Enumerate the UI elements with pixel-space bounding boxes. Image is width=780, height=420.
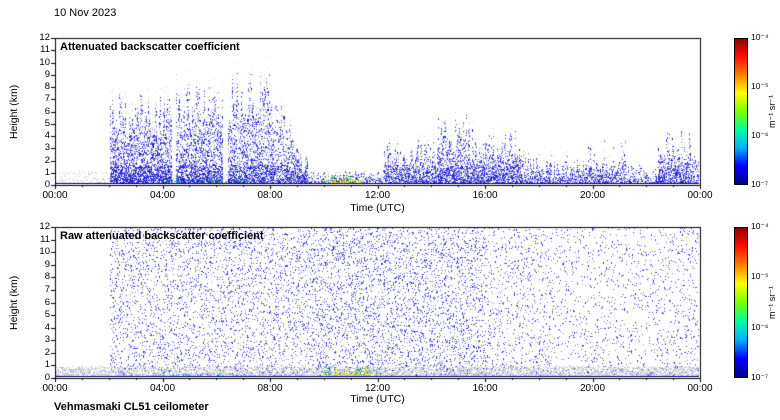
top-colorbar-unit-label: m⁻¹ sr⁻¹ xyxy=(767,95,777,128)
colorbar-tick-label: 10⁻⁷ xyxy=(751,372,769,382)
y-tick-label: 4 xyxy=(44,130,50,141)
top-colorbar xyxy=(734,38,748,185)
top-panel-title: Attenuated backscatter coefficient xyxy=(60,41,240,53)
y-tick-label: 5 xyxy=(44,117,50,129)
x-tick-label: 04:00 xyxy=(149,190,176,201)
y-tick-label: 3 xyxy=(44,142,50,154)
station-label: Vehmasmaki CL51 ceilometer xyxy=(54,401,209,413)
y-tick-label: 7 xyxy=(44,93,50,105)
top-y-axis-label: Height (km) xyxy=(8,84,20,139)
y-tick-label: 0 xyxy=(44,179,50,190)
bottom-y-axis-label: Height (km) xyxy=(8,275,20,330)
y-tick-label: 7 xyxy=(44,283,50,295)
x-tick-label: 12:00 xyxy=(364,190,391,201)
x-tick-label: 12:00 xyxy=(364,383,391,394)
x-tick-label: 04:00 xyxy=(149,383,176,394)
y-tick-label: 11 xyxy=(40,44,50,56)
x-tick-label: 20:00 xyxy=(579,190,606,201)
y-tick-label: 10 xyxy=(39,56,50,68)
top-x-axis-label: Time (UTC) xyxy=(350,202,405,214)
colorbar-tick-label: 10⁻⁵ xyxy=(751,271,769,282)
y-tick-label: 11 xyxy=(40,233,50,245)
date-label: 10 Nov 2023 xyxy=(54,7,117,19)
colorbar-tick-label: 10⁻⁶ xyxy=(751,321,769,332)
y-tick-label: 2 xyxy=(44,346,50,358)
x-tick-label: 08:00 xyxy=(257,190,283,201)
x-tick-label: 16:00 xyxy=(472,190,498,201)
x-tick-label: 00:00 xyxy=(687,383,713,394)
colorbar-tick-label: 10⁻⁷ xyxy=(751,179,769,189)
x-tick-label: 00:00 xyxy=(42,383,68,394)
y-tick-label: 9 xyxy=(44,68,50,80)
y-tick-label: 1 xyxy=(44,359,50,371)
y-tick-label: 10 xyxy=(39,246,50,258)
y-tick-label: 9 xyxy=(44,258,50,270)
y-tick-label: 3 xyxy=(44,334,50,346)
colorbar-tick-label: 10⁻⁴ xyxy=(751,32,769,42)
colorbar-tick-label: 10⁻⁵ xyxy=(751,81,769,91)
y-tick-label: 6 xyxy=(44,296,50,308)
x-tick-label: 00:00 xyxy=(42,190,68,201)
x-tick-label: 08:00 xyxy=(257,383,283,394)
colorbar-tick-label: 10⁻⁶ xyxy=(751,130,769,140)
y-tick-label: 5 xyxy=(44,309,50,321)
bottom-colorbar-unit-label: m⁻¹ sr⁻¹ xyxy=(767,286,777,319)
y-tick-label: 0 xyxy=(44,372,50,383)
x-tick-label: 16:00 xyxy=(472,383,498,394)
y-tick-label: 12 xyxy=(39,32,50,43)
bottom-colorbar xyxy=(734,227,748,378)
bottom-panel-title: Raw attenuated backscatter coefficient xyxy=(60,230,264,242)
colorbar-tick-label: 10⁻⁴ xyxy=(751,221,769,231)
y-tick-label: 6 xyxy=(44,105,50,117)
y-tick-label: 12 xyxy=(39,221,50,232)
x-tick-label: 20:00 xyxy=(579,383,606,394)
x-tick-label: 00:00 xyxy=(687,190,713,201)
y-tick-label: 2 xyxy=(44,154,50,166)
y-tick-label: 1 xyxy=(44,166,50,178)
bottom-x-axis-label: Time (UTC) xyxy=(350,393,405,405)
y-tick-label: 8 xyxy=(44,271,50,283)
y-tick-label: 4 xyxy=(44,321,50,333)
y-tick-label: 8 xyxy=(44,81,50,92)
